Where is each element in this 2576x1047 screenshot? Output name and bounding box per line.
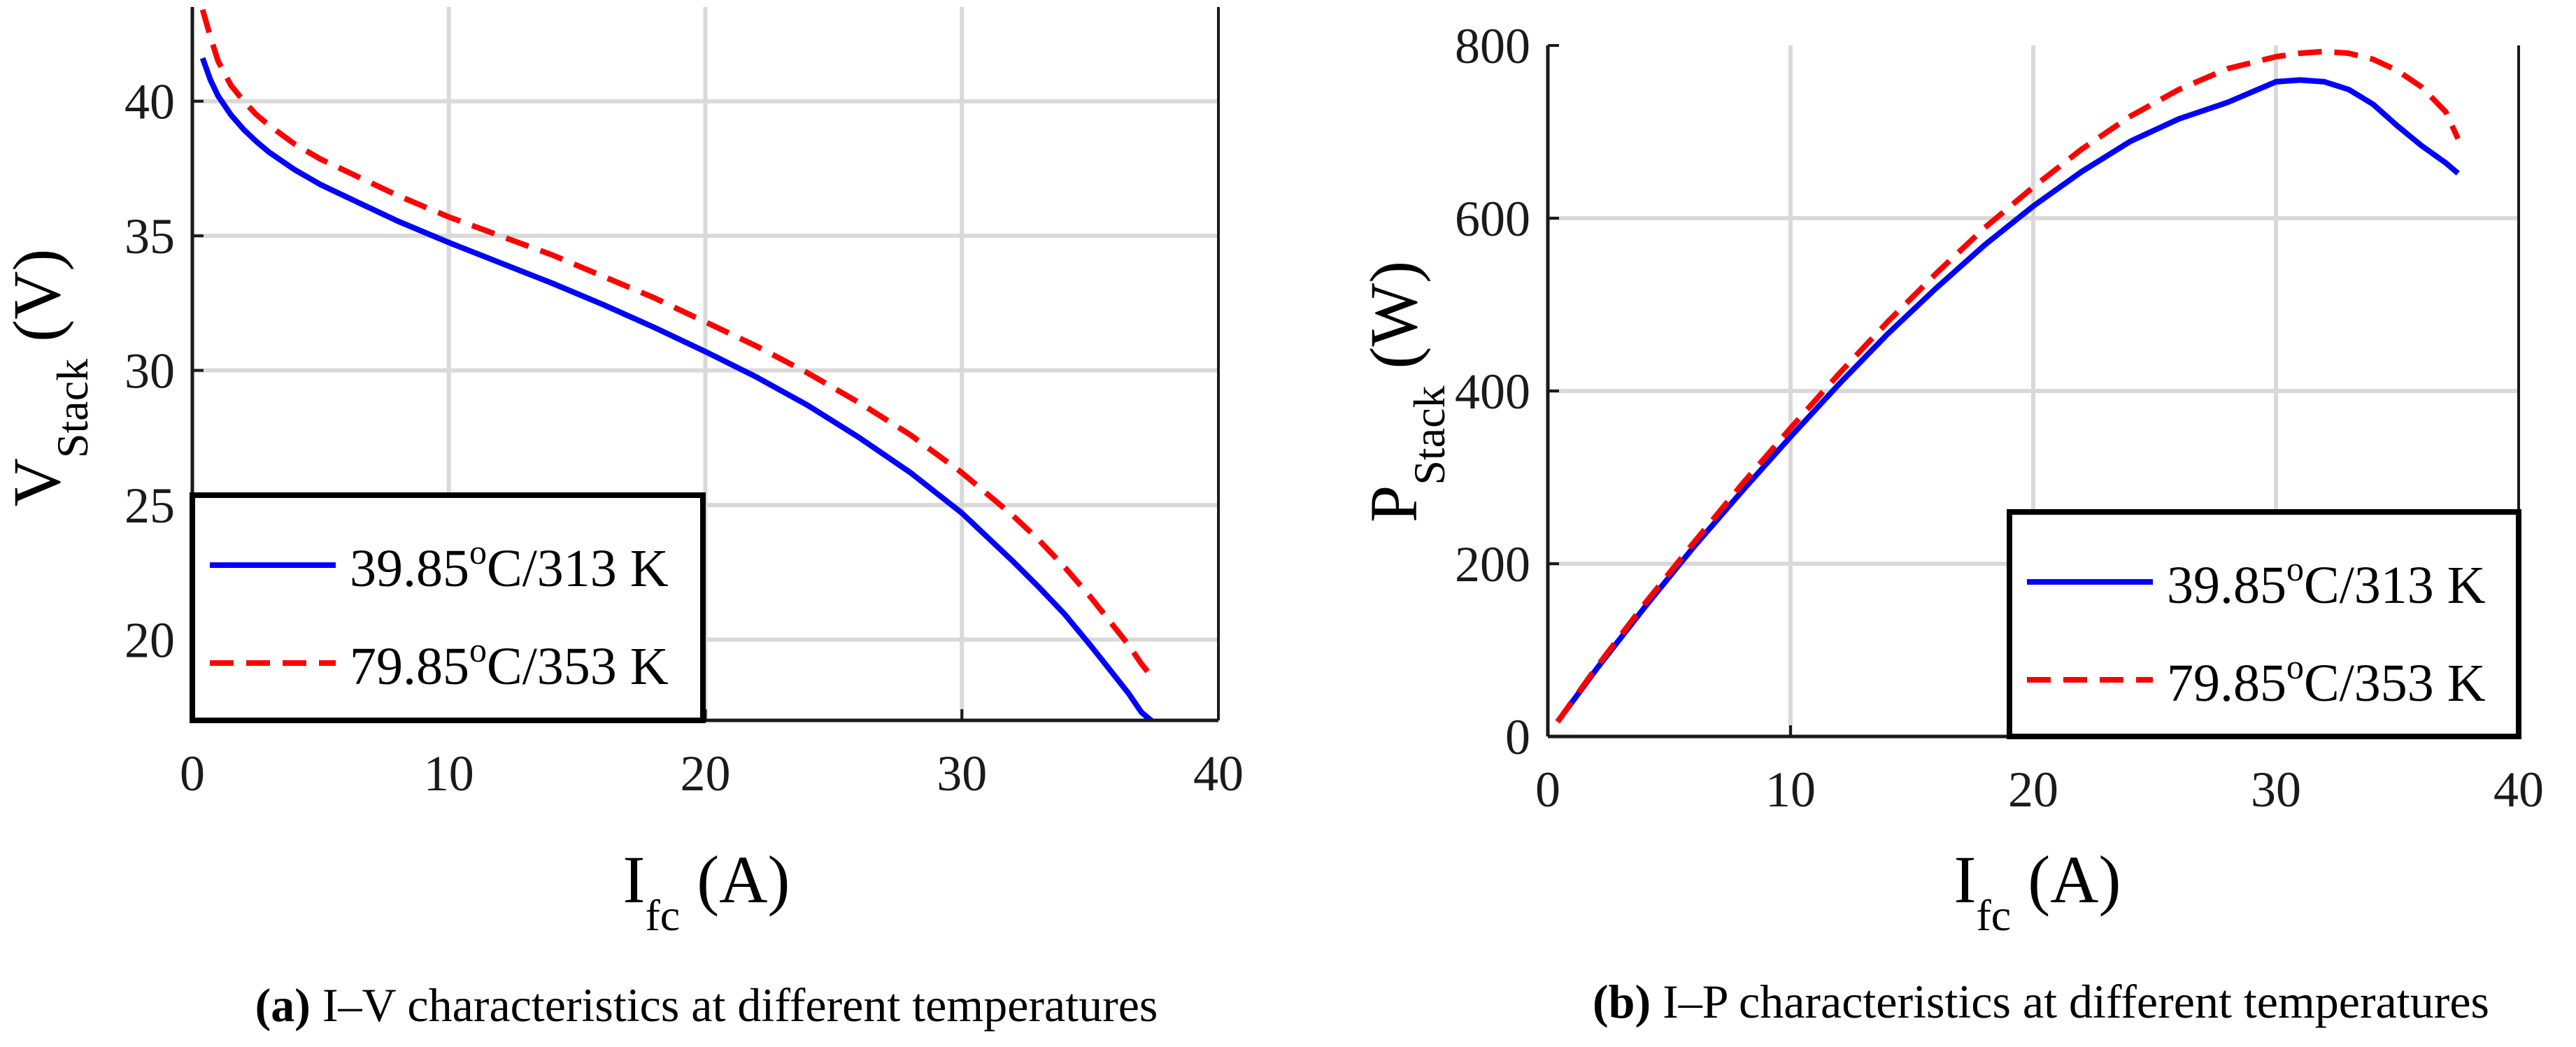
x-tick-label: 40 bbox=[1193, 746, 1244, 802]
legend: 39.85oC/313 K 79.85oC/353 K bbox=[2007, 509, 2521, 739]
x-tick-label: 0 bbox=[1535, 762, 1560, 818]
figure-caption: (a) I–V characteristics at different tem… bbox=[255, 978, 1158, 1032]
y-tick-label: 0 bbox=[1505, 709, 1530, 765]
figure-caption: (b) I–P characteristics at different tem… bbox=[1593, 975, 2489, 1028]
y-tick-label: 35 bbox=[124, 208, 175, 264]
x-tick-label: 10 bbox=[424, 746, 474, 802]
y-tick-label: 800 bbox=[1455, 18, 1530, 74]
legend-entry-1: 39.85oC/313 K bbox=[2167, 549, 2486, 615]
y-tick-label: 25 bbox=[124, 478, 175, 534]
x-tick-label: 40 bbox=[2493, 762, 2544, 818]
legend-box bbox=[190, 492, 706, 723]
x-tick-label: 10 bbox=[1765, 762, 1816, 818]
x-tick-label: 30 bbox=[937, 746, 987, 802]
y-axis-label: PStack (W) bbox=[1356, 261, 1454, 522]
series-line-2 bbox=[1555, 48, 2461, 724]
y-tick-label: 400 bbox=[1455, 364, 1530, 420]
y-tick-label: 40 bbox=[124, 74, 175, 130]
x-tick-label: 20 bbox=[2008, 762, 2058, 818]
legend-entry-2: 79.85oC/353 K bbox=[2167, 647, 2486, 713]
legend: 39.85oC/313 K 79.85oC/353 K bbox=[190, 492, 706, 723]
y-tick-label: 600 bbox=[1455, 191, 1530, 247]
y-tick-label: 200 bbox=[1455, 536, 1530, 592]
series-line-1 bbox=[199, 57, 1155, 720]
series-line-1 bbox=[1555, 77, 2460, 724]
x-tick-label: 0 bbox=[180, 746, 205, 802]
legend-entry-2: 79.85oC/353 K bbox=[350, 630, 669, 696]
x-tick-label: 30 bbox=[2251, 762, 2301, 818]
x-axis-label: Ifc (A) bbox=[623, 842, 790, 940]
x-tick-label: 20 bbox=[681, 746, 731, 802]
legend-entry-1: 39.85oC/313 K bbox=[350, 532, 669, 598]
y-tick-label: 30 bbox=[124, 343, 175, 399]
chart-panel-a: 0 10 20 30 40 20 25 30 35 40 Ifc (A) VStack (V) 39.8… bbox=[0, 7, 1244, 1032]
y-axis-label: VStack (V) bbox=[0, 249, 97, 507]
legend-box bbox=[2007, 509, 2521, 739]
y-tick-label: 20 bbox=[124, 613, 175, 669]
x-axis-label: Ifc (A) bbox=[1954, 842, 2121, 940]
series-line-2 bbox=[199, 8, 1157, 682]
